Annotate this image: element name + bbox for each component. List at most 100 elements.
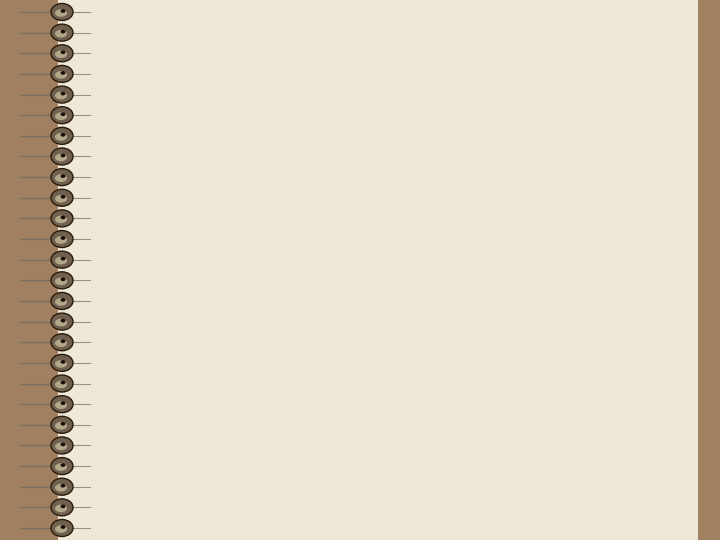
Text: ◄ 2 bytes ►: ◄ 2 bytes ► xyxy=(117,474,168,482)
Ellipse shape xyxy=(51,210,73,227)
Ellipse shape xyxy=(55,215,67,223)
Ellipse shape xyxy=(55,278,67,285)
Ellipse shape xyxy=(51,189,73,206)
Text: Options: Options xyxy=(557,406,589,415)
Ellipse shape xyxy=(51,272,73,289)
Ellipse shape xyxy=(55,92,67,99)
Ellipse shape xyxy=(55,30,67,37)
Ellipse shape xyxy=(51,313,73,330)
Text: Acknowledgement
Number: Acknowledgement Number xyxy=(271,401,348,420)
Ellipse shape xyxy=(55,195,67,202)
Ellipse shape xyxy=(51,354,73,372)
Bar xyxy=(357,364,405,456)
Ellipse shape xyxy=(60,525,66,529)
Ellipse shape xyxy=(60,236,66,240)
Ellipse shape xyxy=(55,154,67,161)
Text: Source and Destination addresses: Source and Destination addresses xyxy=(115,162,427,180)
Ellipse shape xyxy=(51,437,73,454)
Ellipse shape xyxy=(60,174,66,178)
Ellipse shape xyxy=(55,236,67,244)
Ellipse shape xyxy=(60,30,66,33)
Ellipse shape xyxy=(60,257,66,261)
Ellipse shape xyxy=(60,278,66,281)
Text: Window
Size: Window Size xyxy=(413,401,446,420)
Text: ◄ 4 bytes ►: ◄ 4 bytes ► xyxy=(189,474,239,482)
Bar xyxy=(261,364,357,456)
Ellipse shape xyxy=(55,463,67,471)
Ellipse shape xyxy=(51,293,73,309)
Ellipse shape xyxy=(51,416,73,433)
Ellipse shape xyxy=(55,112,67,120)
Bar xyxy=(166,364,261,456)
Text: Flags: Flags xyxy=(370,406,392,415)
Text: Destination
Port: Destination Port xyxy=(118,401,166,420)
Ellipse shape xyxy=(60,215,66,219)
Ellipse shape xyxy=(55,360,67,368)
Ellipse shape xyxy=(60,153,66,157)
Ellipse shape xyxy=(60,401,66,405)
Ellipse shape xyxy=(60,484,66,488)
Bar xyxy=(453,364,500,456)
Ellipse shape xyxy=(55,133,67,140)
Text: Source
Port: Source Port xyxy=(80,401,109,420)
Ellipse shape xyxy=(51,334,73,351)
Text: •: • xyxy=(84,162,94,181)
Text: •: • xyxy=(84,230,94,248)
Ellipse shape xyxy=(51,148,73,165)
Ellipse shape xyxy=(51,396,73,413)
Ellipse shape xyxy=(55,340,67,347)
Ellipse shape xyxy=(55,9,67,17)
Ellipse shape xyxy=(55,504,67,512)
Ellipse shape xyxy=(60,422,66,426)
Text: TCP Datagram Format: TCP Datagram Format xyxy=(184,43,598,76)
Ellipse shape xyxy=(60,133,66,137)
Text: Urgent
Pointer: Urgent Pointer xyxy=(510,401,539,420)
Text: Sequence Number tells what byte offset within
the overall data stream this segme: Sequence Number tells what byte offset w… xyxy=(115,230,546,269)
Ellipse shape xyxy=(60,50,66,54)
Ellipse shape xyxy=(60,71,66,75)
Text: •: • xyxy=(84,308,94,327)
Ellipse shape xyxy=(60,360,66,364)
Ellipse shape xyxy=(51,24,73,41)
Text: ◄  variable  ►: ◄ variable ► xyxy=(612,474,677,482)
Ellipse shape xyxy=(51,251,73,268)
Bar xyxy=(71,364,692,456)
Text: Sequence
Number: Sequence Number xyxy=(193,401,235,420)
Ellipse shape xyxy=(60,92,66,96)
Ellipse shape xyxy=(55,484,67,491)
Ellipse shape xyxy=(55,174,67,182)
Ellipse shape xyxy=(60,9,66,13)
Ellipse shape xyxy=(55,298,67,306)
Text: ◄2 bytes►: ◄2 bytes► xyxy=(361,474,402,482)
Ellipse shape xyxy=(60,463,66,467)
Ellipse shape xyxy=(60,339,66,343)
Text: ◄ 2 bytes ►: ◄ 2 bytes ► xyxy=(69,474,120,482)
Ellipse shape xyxy=(60,195,66,199)
Text: ◄2 bytes►: ◄2 bytes► xyxy=(408,474,450,482)
Bar xyxy=(71,364,118,456)
Ellipse shape xyxy=(55,381,67,388)
Ellipse shape xyxy=(51,3,73,21)
Ellipse shape xyxy=(55,443,67,450)
Bar xyxy=(596,364,692,456)
Ellipse shape xyxy=(60,504,66,508)
Bar xyxy=(405,364,453,456)
Ellipse shape xyxy=(51,86,73,103)
Ellipse shape xyxy=(51,168,73,186)
Ellipse shape xyxy=(60,381,66,384)
Bar xyxy=(500,364,549,456)
Text: ◄    4 bytes    ►: ◄ 4 bytes ► xyxy=(270,474,348,482)
Ellipse shape xyxy=(51,45,73,62)
Text: Acknowledgement number lets the recipient set
what packet in the sequence was re: Acknowledgement number lets the recipien… xyxy=(115,308,556,348)
Ellipse shape xyxy=(55,50,67,58)
Text: ◄ 2 bytes ►: ◄ 2 bytes ► xyxy=(451,474,503,482)
Ellipse shape xyxy=(51,499,73,516)
Ellipse shape xyxy=(60,112,66,116)
Ellipse shape xyxy=(51,65,73,83)
Ellipse shape xyxy=(60,319,66,322)
Ellipse shape xyxy=(51,127,73,144)
Ellipse shape xyxy=(60,298,66,302)
Ellipse shape xyxy=(51,478,73,495)
Ellipse shape xyxy=(51,107,73,124)
Text: Checksum: Checksum xyxy=(455,406,499,415)
